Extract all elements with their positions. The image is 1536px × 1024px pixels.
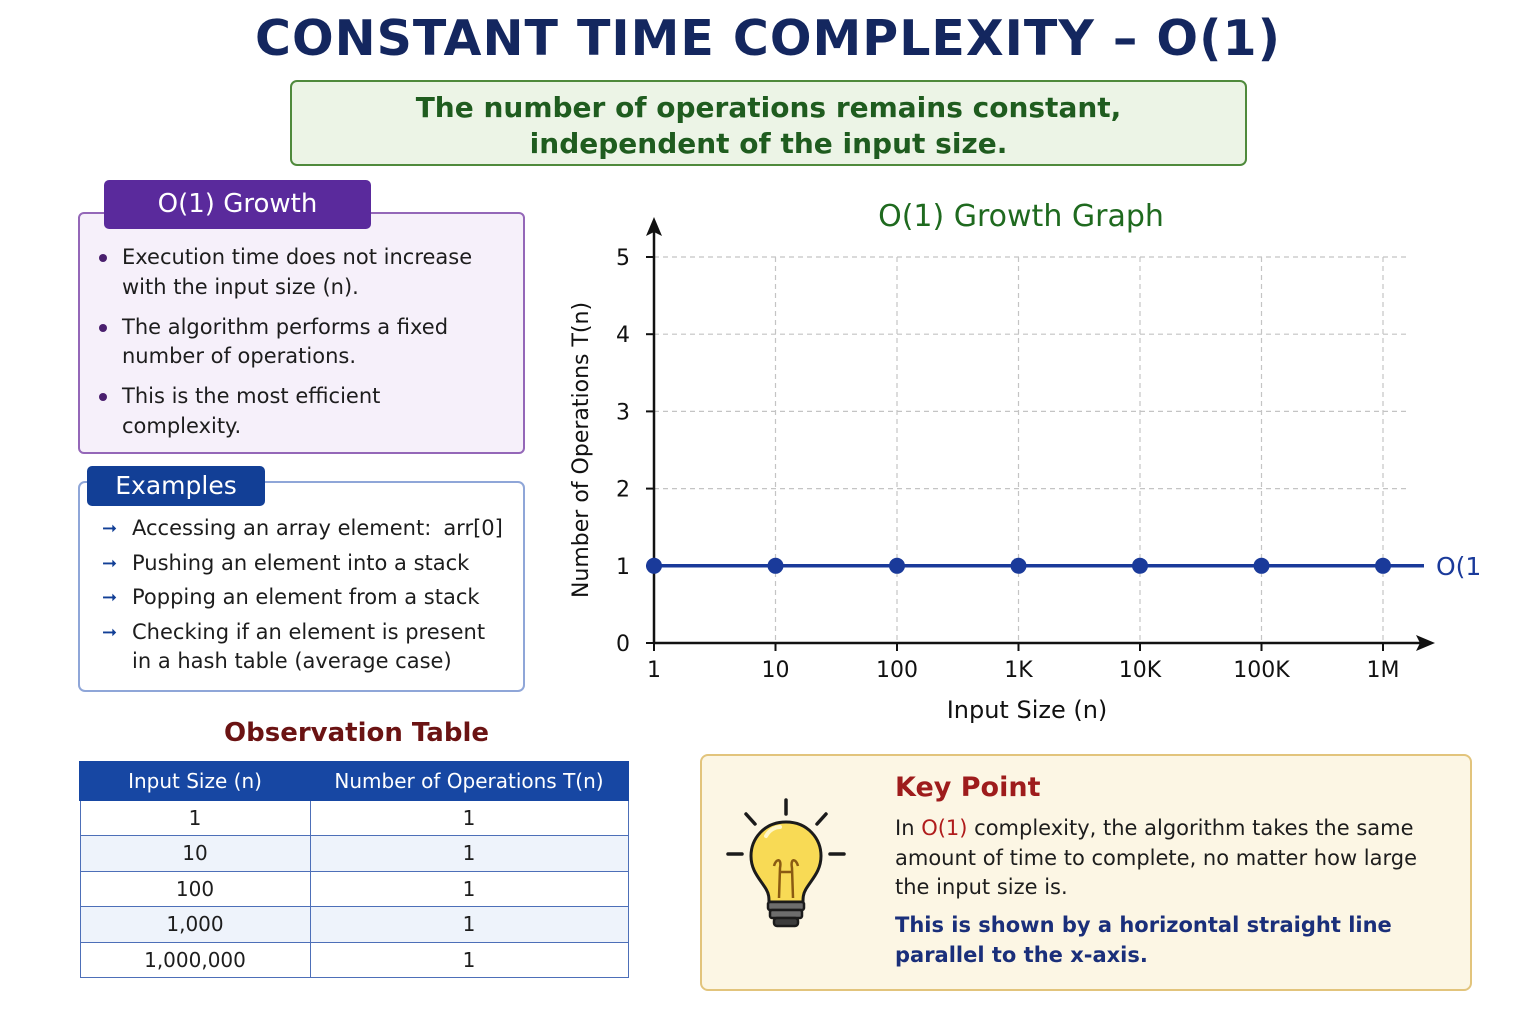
bullet-text-line: Execution time does not increase xyxy=(122,245,473,269)
examples-heading: Examples xyxy=(87,466,265,506)
table-row: 100 1 xyxy=(79,870,629,907)
example-text: Popping an element from a stack xyxy=(132,585,480,609)
x-tick-label: 100 xyxy=(876,658,918,683)
page-title: CONSTANT TIME COMPLEXITY – O(1) xyxy=(255,10,1281,67)
table-cell: 1,000,000 xyxy=(79,941,311,978)
x-tick-label: 1 xyxy=(647,658,661,683)
key-text-highlight: O(1) xyxy=(921,816,968,840)
table-cell: 10 xyxy=(79,835,311,872)
x-tick-label: 10 xyxy=(762,658,790,683)
key-text-part: complexity, the algorithm takes the same xyxy=(967,816,1414,840)
example-text: Checking if an element is present xyxy=(132,619,486,644)
examples-card xyxy=(78,481,525,692)
example-item: ➞ Pushing an element into a stack xyxy=(102,549,522,578)
key-point-text: In O(1) complexity, the algorithm takes … xyxy=(895,814,1455,903)
table-row: 1,000 1 xyxy=(79,906,629,943)
bullet-dot-icon xyxy=(99,323,107,332)
y-tick-label: 1 xyxy=(616,555,630,580)
y-tick-label: 5 xyxy=(616,246,630,271)
definition-box: The number of operations remains constan… xyxy=(290,80,1247,166)
key-text-line: amount of time to complete, no matter ho… xyxy=(895,845,1418,870)
y-tick-label: 2 xyxy=(616,478,630,503)
data-point xyxy=(1010,557,1027,574)
y-tick-label: 4 xyxy=(616,323,630,348)
table-header-cell: Input Size (n) xyxy=(79,761,311,801)
key-point-title: Key Point xyxy=(895,772,1041,803)
lightbulb-icon xyxy=(726,798,846,928)
chart-title: O(1) Growth Graph xyxy=(878,199,1164,234)
arrow-right-icon: ➞ xyxy=(102,587,118,608)
bullet-dot-icon xyxy=(99,254,107,262)
example-item: ➞ Accessing an array element: arr[0] xyxy=(102,514,522,543)
bullet-text-line: complexity. xyxy=(122,413,242,438)
data-point xyxy=(767,557,784,574)
example-text: Pushing an element into a stack xyxy=(132,550,470,575)
example-text-line-2: in a hash table (average case) xyxy=(132,648,452,673)
table-cell: 1 xyxy=(309,941,629,978)
table-cell: 1 xyxy=(309,870,629,907)
arrow-right-icon: ➞ xyxy=(102,518,118,539)
key-point-note: This is shown by a horizontal straight l… xyxy=(895,911,1415,970)
key-text-line: the input size is. xyxy=(895,875,1068,899)
key-note-line: parallel to the x-axis. xyxy=(895,942,1148,967)
example-item: ➞ Checking if an element is present in a h… xyxy=(102,618,522,676)
table-cell: 1,000 xyxy=(79,906,311,943)
growth-card xyxy=(78,212,525,454)
arrow-right-icon: ➞ xyxy=(102,552,118,574)
table-title: Observation Table xyxy=(224,718,489,748)
data-point xyxy=(1132,557,1148,574)
table-row: 1,000,000 1 xyxy=(79,941,629,978)
y-axis-arrow-icon xyxy=(646,217,662,236)
data-point xyxy=(889,557,905,574)
bullet-text-line: number of operations. xyxy=(122,344,356,368)
growth-heading: O(1) Growth xyxy=(104,180,371,229)
y-axis-label: Number of Operations T(n) xyxy=(569,302,594,598)
definition-line-1: The number of operations remains constan… xyxy=(415,91,1122,124)
bullet-text-line: This is the most efficient xyxy=(122,384,381,408)
key-text-part: In xyxy=(895,816,922,840)
y-tick-label: 0 xyxy=(616,632,630,657)
x-tick-label: 1K xyxy=(1004,658,1033,683)
table-cell: 1 xyxy=(79,799,311,836)
table-header-cell: Number of Operations T(n) xyxy=(309,761,629,801)
key-note-line: This is shown by a horizontal straight l… xyxy=(895,913,1392,937)
x-axis-label: Input Size (n) xyxy=(947,696,1108,724)
key-point-card xyxy=(700,754,1472,991)
growth-bullet: Execution time does not increase with the… xyxy=(96,243,516,302)
bullet-dot-icon xyxy=(99,393,107,401)
growth-bullet-list: Execution time does not increase with the… xyxy=(96,243,516,452)
table-row: 10 1 xyxy=(79,835,629,872)
series-label: O(1) xyxy=(1436,552,1480,581)
x-tick-label: 100K xyxy=(1233,658,1290,683)
x-tick-label: 1M xyxy=(1367,658,1400,683)
x-tick-label: 10K xyxy=(1119,658,1162,683)
table-cell: 1 xyxy=(309,835,629,872)
data-point xyxy=(1253,557,1270,574)
example-item: ➞ Popping an element from a stack xyxy=(102,583,522,612)
definition-line-2: independent of the input size. xyxy=(529,127,1008,160)
data-point xyxy=(1375,557,1391,574)
table-cell: 100 xyxy=(79,870,311,907)
y-tick-label: 3 xyxy=(616,400,630,425)
bullet-text-line: with the input size (n). xyxy=(122,274,359,299)
bullet-text-line: The algorithm performs a fixed xyxy=(122,314,449,339)
example-text: Accessing an array element: xyxy=(132,516,432,540)
table-cell: 1 xyxy=(309,906,629,943)
growth-bullet: This is the most efficient complexity. xyxy=(96,382,516,441)
x-axis-arrow-icon xyxy=(1416,635,1435,651)
table-header-row: Input Size (n) Number of Operations T(n) xyxy=(79,761,629,801)
data-point xyxy=(646,557,662,574)
observation-table: Input Size (n) Number of Operations T(n)… xyxy=(79,761,629,978)
example-code: arr[0] xyxy=(443,516,503,540)
arrow-right-icon: ➞ xyxy=(102,621,118,643)
examples-list: ➞ Accessing an array element: arr[0] ➞ Push… xyxy=(102,514,522,681)
growth-bullet: The algorithm performs a fixed number of … xyxy=(96,313,516,372)
table-cell: 1 xyxy=(309,799,629,836)
